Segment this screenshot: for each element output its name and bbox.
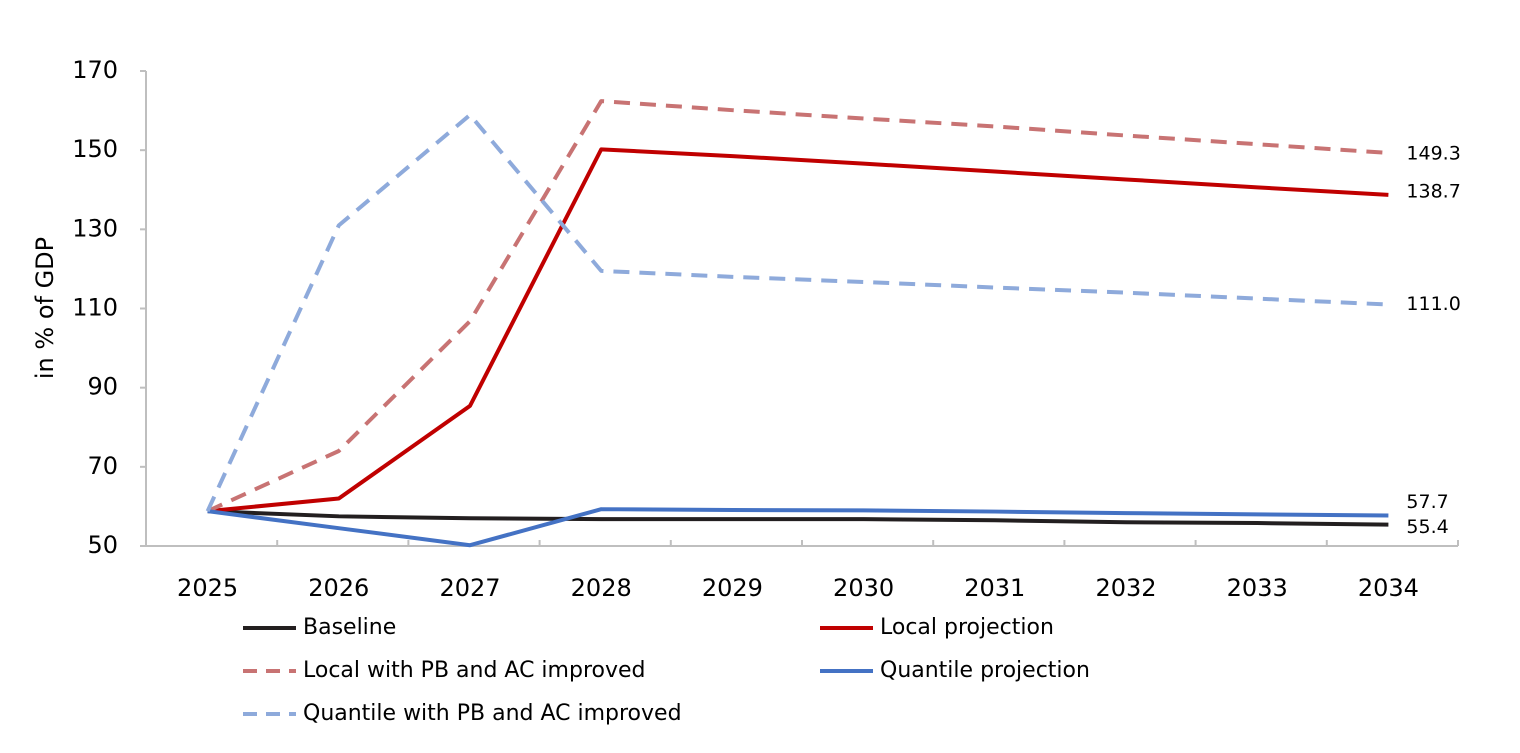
x-tick-label: 2031 — [964, 574, 1025, 602]
y-axis-label: in % of GDP — [31, 237, 59, 379]
x-tick-label: 2029 — [702, 574, 763, 602]
x-tick-label: 2027 — [439, 574, 500, 602]
y-tick-label: 50 — [87, 531, 118, 559]
series-line — [207, 507, 1389, 548]
legend-label: Quantile projection — [880, 658, 1090, 683]
y-tick-label: 90 — [87, 373, 118, 401]
value-label: 57.7 — [1406, 491, 1448, 513]
y-tick-label: 110 — [72, 294, 118, 322]
series-line — [207, 147, 1389, 514]
legend-label: Local projection — [880, 615, 1054, 640]
value-label: 138.7 — [1406, 180, 1460, 202]
y-tick-label: 130 — [72, 214, 118, 242]
series-line — [206, 99, 1389, 513]
y-tick-label: 70 — [87, 452, 118, 480]
y-tick-label: 170 — [72, 56, 118, 84]
series-line — [205, 112, 1389, 513]
x-tick-label: 2033 — [1227, 574, 1288, 602]
legend-label: Local with PB and AC improved — [303, 658, 645, 683]
x-tick-label: 2030 — [833, 574, 894, 602]
x-tick-label: 2025 — [177, 574, 238, 602]
legend-label: Quantile with PB and AC improved — [303, 701, 682, 726]
x-tick-label: 2034 — [1358, 574, 1419, 602]
value-label: 111.0 — [1406, 293, 1460, 315]
legend-label: Baseline — [303, 615, 396, 640]
x-tick-label: 2026 — [308, 574, 369, 602]
value-label: 55.4 — [1406, 516, 1448, 538]
y-tick-label: 150 — [72, 135, 118, 163]
x-tick-label: 2028 — [571, 574, 632, 602]
value-label: 149.3 — [1406, 142, 1460, 164]
series-line — [207, 509, 1389, 527]
x-tick-label: 2032 — [1095, 574, 1156, 602]
